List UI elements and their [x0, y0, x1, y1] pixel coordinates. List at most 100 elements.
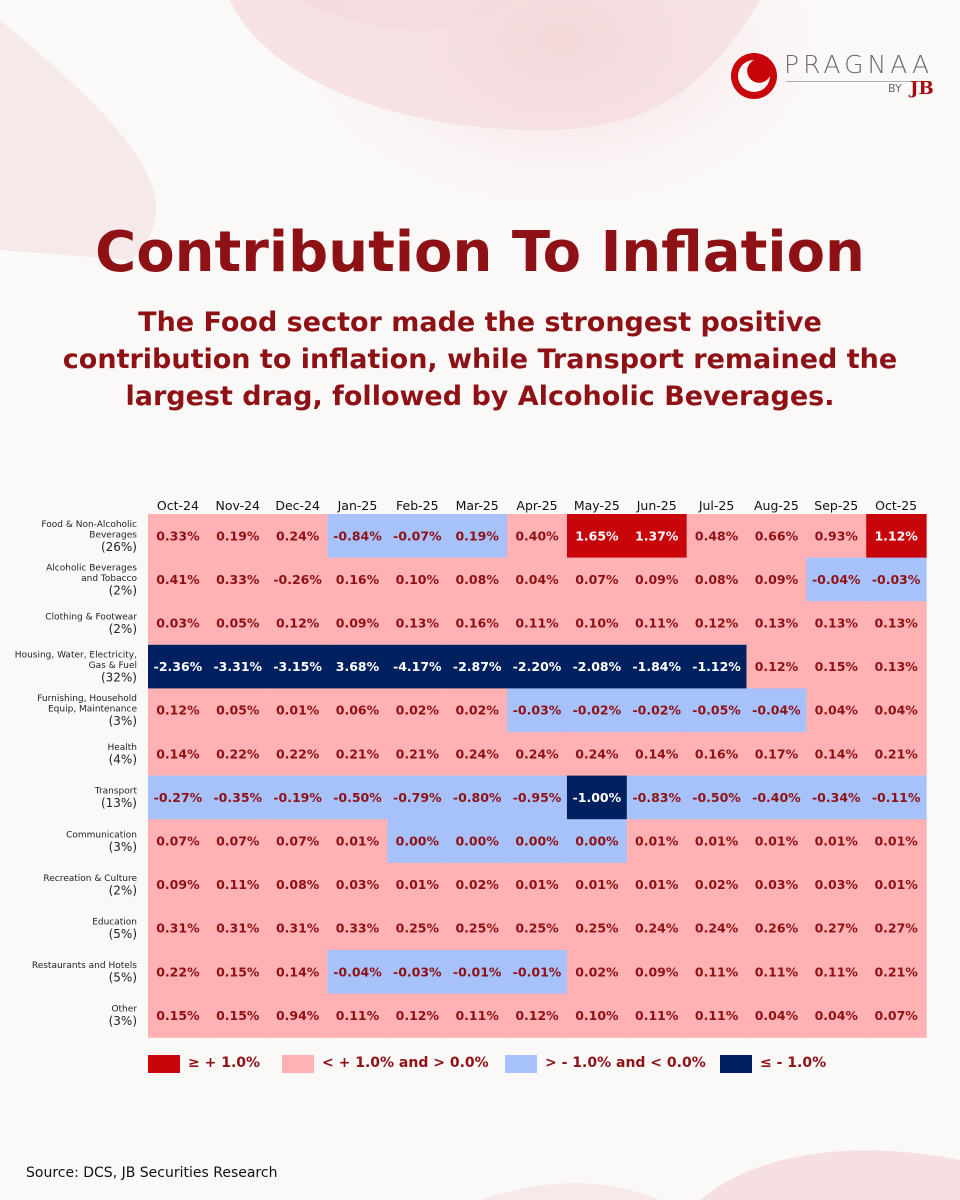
heatmap-cell — [148, 906, 209, 951]
heatmap-cell-value: 0.11% — [635, 1008, 679, 1023]
heatmap-cell — [507, 906, 568, 951]
heatmap-cell — [148, 732, 209, 777]
row-label: Transport — [94, 787, 138, 797]
heatmap-cell — [806, 775, 867, 820]
heatmap-cell-value: -0.50% — [692, 790, 741, 805]
heatmap-cell-value: 0.27% — [815, 921, 859, 936]
heatmap-cell — [447, 601, 508, 646]
row-label: Restaurants and Hotels — [32, 961, 137, 971]
heatmap-cell — [267, 862, 329, 907]
heatmap-cell — [267, 514, 329, 559]
heatmap-cell — [207, 862, 269, 907]
heatmap-cell-value: -1.00% — [573, 790, 622, 805]
column-header-dec-24: Dec-24 — [275, 498, 320, 513]
column-header-oct-24: Oct-24 — [157, 498, 199, 513]
heatmap-cell-value: 0.12% — [276, 616, 320, 631]
heatmap-cell — [866, 557, 927, 602]
page-subtitle: The Food sector made the strongest posit… — [62, 307, 898, 412]
heatmap-cell-value: 0.03% — [815, 877, 859, 892]
heatmap-cell-value: 0.11% — [815, 964, 859, 979]
heatmap-cell — [447, 993, 508, 1038]
heatmap-cell — [866, 950, 927, 995]
page-title: Contribution To Inflation — [95, 220, 865, 285]
heatmap-cell-value: 0.09% — [336, 616, 380, 631]
heatmap-cell — [387, 514, 448, 559]
heatmap-cell — [686, 688, 748, 733]
heatmap-cell-value: 0.12% — [515, 1008, 559, 1023]
heatmap-cell-value: 0.04% — [815, 703, 859, 718]
row-label: Education — [92, 917, 137, 927]
heatmap-cell — [746, 775, 807, 820]
heatmap-cell — [207, 601, 269, 646]
heatmap-cell-value: -0.04% — [752, 703, 801, 718]
heatmap-cell-value: 0.15% — [156, 1008, 200, 1023]
heatmap-cell — [686, 732, 748, 777]
heatmap-cell — [148, 644, 209, 689]
heatmap-cell — [686, 993, 748, 1038]
heatmap-cell-value: 0.19% — [455, 528, 499, 543]
heatmap-cell-value: 0.21% — [336, 746, 380, 761]
heatmap-cell — [327, 819, 388, 864]
heatmap-cell — [866, 819, 927, 864]
row-label: Health — [107, 743, 137, 753]
heatmap-cell-value: 0.12% — [695, 616, 739, 631]
heatmap-cell-value: 0.07% — [216, 834, 260, 849]
heatmap-cell-value: 0.14% — [635, 746, 679, 761]
heatmap-cell-value: 0.94% — [276, 1008, 320, 1023]
source-note: Source: DCS, JB Securities Research — [26, 1165, 278, 1181]
heatmap-cell — [566, 732, 628, 777]
heatmap-cell — [267, 601, 329, 646]
heatmap-cell-value: 0.13% — [755, 616, 799, 631]
heatmap-cell — [626, 601, 688, 646]
heatmap-cell — [566, 950, 628, 995]
heatmap-cell — [447, 819, 508, 864]
heatmap-cell-value: 0.00% — [575, 834, 619, 849]
heatmap-cell-value: -2.87% — [453, 659, 502, 674]
heatmap-cell-value: 3.68% — [336, 659, 380, 674]
heatmap-cell-value: 0.04% — [755, 1008, 799, 1023]
heatmap-cell-value: -0.01% — [513, 964, 562, 979]
heatmap-cell — [866, 644, 927, 689]
row-weight: (2%) — [109, 622, 137, 636]
heatmap-cell-value: -3.15% — [273, 659, 322, 674]
heatmap-cell-value: 0.02% — [455, 703, 499, 718]
heatmap-cell-value: 0.24% — [575, 746, 619, 761]
row-label: Beverages — [89, 530, 137, 540]
heatmap-cell — [447, 732, 508, 777]
heatmap-cell-value: 0.15% — [216, 1008, 260, 1023]
heatmap-cell — [327, 775, 388, 820]
heatmap-cell-value: 0.33% — [156, 528, 200, 543]
heatmap-cell-value: -0.03% — [393, 964, 442, 979]
heatmap-cell — [746, 514, 807, 559]
heatmap-cell — [806, 906, 867, 951]
heatmap-cell-value: 0.01% — [276, 703, 320, 718]
heatmap-cell — [387, 775, 448, 820]
heatmap-cell-value: 0.13% — [815, 616, 859, 631]
heatmap-cell — [207, 644, 269, 689]
heatmap-cell — [327, 644, 388, 689]
heatmap-cell-value: 0.02% — [695, 877, 739, 892]
heatmap-cell — [746, 688, 807, 733]
heatmap-cell — [387, 688, 448, 733]
heatmap-cell-value: -0.03% — [513, 703, 562, 718]
heatmap-cell-value: 0.19% — [216, 528, 260, 543]
heatmap-cell — [387, 950, 448, 995]
heatmap-cell — [148, 950, 209, 995]
heatmap-cell-value: 0.00% — [396, 834, 440, 849]
heatmap-cell-value: 0.11% — [695, 964, 739, 979]
heatmap-cell — [566, 688, 628, 733]
heatmap-cell-value: -0.26% — [273, 572, 322, 587]
heatmap-cell — [746, 950, 807, 995]
row-label: Other — [111, 1005, 137, 1015]
row-weight: (26%) — [101, 540, 137, 554]
heatmap-cell — [507, 514, 568, 559]
heatmap-cell — [686, 644, 748, 689]
heatmap-cell-value: 0.25% — [575, 921, 619, 936]
heatmap-cell — [447, 950, 508, 995]
heatmap-cell-value: -2.08% — [573, 659, 622, 674]
heatmap-cell — [686, 775, 748, 820]
heatmap-cell — [746, 732, 807, 777]
heatmap-cell — [148, 993, 209, 1038]
heatmap-cell-value: -0.35% — [213, 790, 262, 805]
